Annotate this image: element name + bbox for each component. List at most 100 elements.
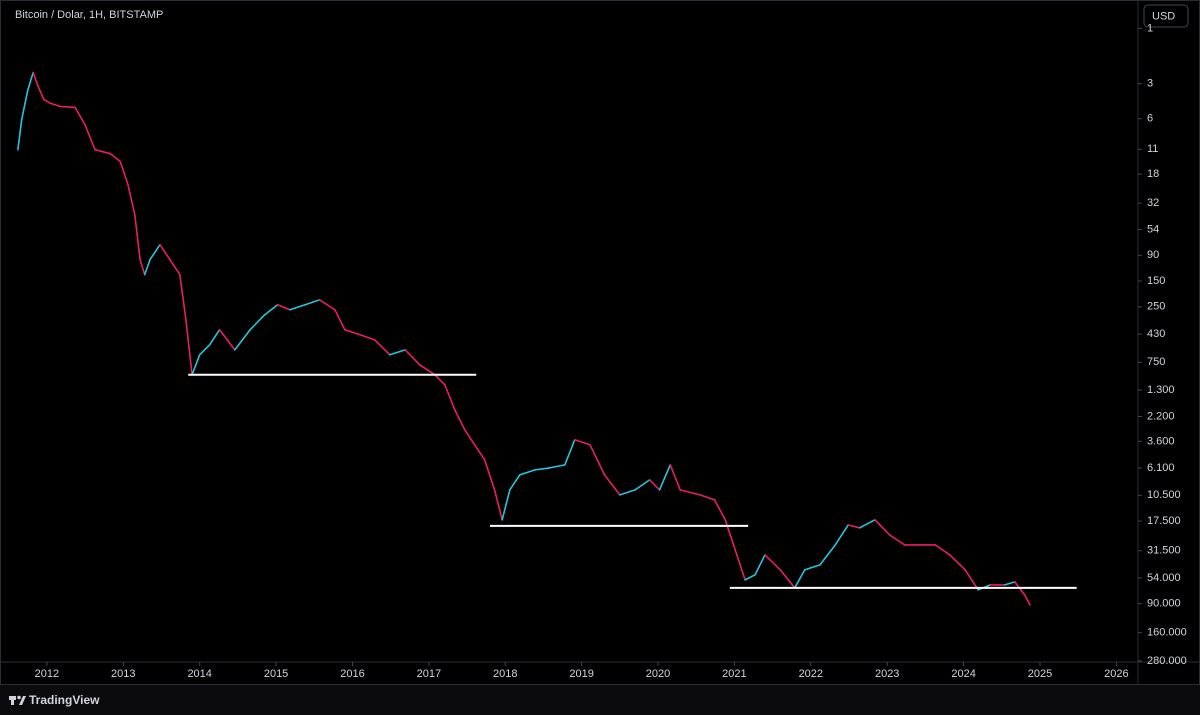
- y-tick-label: 54: [1147, 223, 1159, 235]
- price-segment: [874, 519, 891, 536]
- price-segment: [589, 443, 606, 476]
- price-segment: [454, 409, 466, 431]
- brand-logo: [9, 695, 26, 705]
- price-segment: [724, 519, 736, 551]
- price-segment: [847, 524, 861, 529]
- chart-title: Bitcoin / Dolar, 1H, BITSTAMP: [15, 9, 163, 21]
- price-segment: [888, 534, 906, 546]
- y-tick-label: 17.500: [1147, 515, 1181, 527]
- price-segment: [179, 273, 187, 321]
- y-tick-label: 6.100: [1147, 462, 1175, 474]
- y-tick-label: 430: [1147, 328, 1165, 340]
- price-segment: [1023, 594, 1031, 606]
- x-tick-label: 2026: [1104, 668, 1128, 680]
- currency-button[interactable]: [1143, 4, 1189, 28]
- price-segment: [344, 328, 361, 336]
- price-segment: [49, 102, 61, 108]
- price-segment: [949, 554, 966, 571]
- y-tick-label: 31.500: [1147, 545, 1181, 557]
- price-segment: [793, 569, 806, 589]
- price-segment: [17, 118, 23, 151]
- price-segment: [619, 489, 636, 496]
- price-segment: [573, 438, 591, 446]
- price-segment: [234, 328, 251, 351]
- price-segment: [208, 328, 221, 346]
- price-segment: [699, 494, 716, 501]
- price-segment: [779, 569, 796, 589]
- x-tick-label: 2017: [417, 668, 441, 680]
- y-tick-label: 750: [1147, 356, 1165, 368]
- x-tick-label: 2024: [951, 668, 975, 680]
- price-segment: [263, 303, 279, 316]
- price-segment: [59, 105, 76, 109]
- y-tick-label: 11: [1147, 143, 1158, 155]
- price-segment: [858, 519, 876, 529]
- brand-name: TradingView: [29, 693, 100, 707]
- price-segment: [483, 459, 496, 491]
- y-tick-label: 90.000: [1147, 598, 1181, 610]
- price-segment: [1004, 581, 1016, 586]
- price-segment: [603, 474, 621, 496]
- price-segment: [249, 314, 266, 331]
- x-tick-label: 2012: [35, 668, 59, 680]
- price-segment: [734, 549, 746, 581]
- price-segment: [493, 489, 503, 521]
- x-tick-label: 2020: [646, 668, 670, 680]
- price-segment: [43, 98, 51, 104]
- price-segment: [373, 339, 391, 356]
- price-segment: [191, 353, 201, 376]
- price-segment: [27, 71, 34, 91]
- price-segment: [819, 544, 837, 566]
- x-tick-label: 2023: [875, 668, 899, 680]
- price-segment: [803, 564, 821, 571]
- price-segment: [74, 106, 86, 126]
- y-tick-label: 2.200: [1147, 410, 1175, 422]
- price-segment: [713, 499, 727, 521]
- price-segment: [744, 574, 756, 581]
- price-segment: [304, 299, 321, 306]
- price-segment: [276, 303, 291, 311]
- y-tick-label: 6: [1147, 113, 1153, 125]
- y-tick-label: 3: [1147, 78, 1153, 90]
- price-segment: [198, 344, 211, 356]
- price-segment: [109, 152, 122, 163]
- price-segment: [964, 569, 979, 591]
- currency-label[interactable]: USD: [1152, 10, 1175, 22]
- price-segment: [20, 89, 29, 121]
- price-segment: [564, 438, 576, 466]
- y-tick-label: 1.300: [1147, 384, 1175, 396]
- price-segment: [509, 474, 521, 491]
- price-segment: [404, 349, 421, 366]
- plot-area: [17, 27, 1142, 666]
- y-tick-label: 160.000: [1147, 627, 1187, 639]
- price-segment: [669, 464, 681, 491]
- price-segment: [84, 124, 96, 151]
- price-segment: [764, 554, 782, 571]
- price-segment: [658, 464, 672, 491]
- price-segment: [32, 71, 39, 87]
- y-tick-label: 250: [1147, 301, 1165, 313]
- price-segment: [139, 258, 146, 276]
- price-segment: [127, 183, 136, 216]
- price-segment: [359, 333, 376, 341]
- price-segment: [149, 243, 161, 261]
- price-segment: [634, 479, 651, 491]
- price-segment: [36, 84, 45, 101]
- price-segment: [143, 258, 151, 276]
- x-tick-label: 2021: [722, 668, 746, 680]
- price-segment: [648, 479, 661, 491]
- price-segment: [318, 299, 336, 311]
- x-tick-label: 2015: [264, 668, 288, 680]
- price-segment: [159, 243, 171, 261]
- price-segment: [754, 554, 766, 576]
- y-tick-label: 90: [1147, 249, 1159, 261]
- x-tick-label: 2022: [799, 668, 823, 680]
- price-segment: [133, 213, 141, 261]
- price-segment: [679, 489, 701, 496]
- price-segment: [434, 373, 446, 386]
- price-segment: [501, 489, 511, 521]
- price-segment: [289, 303, 306, 311]
- y-tick-label: 280.000: [1147, 655, 1187, 667]
